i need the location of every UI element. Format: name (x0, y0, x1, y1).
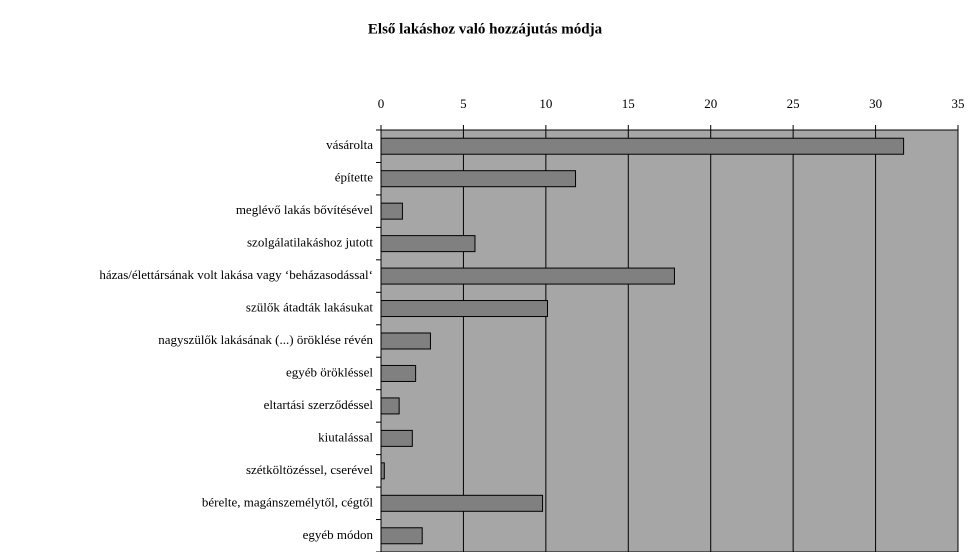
bar (380, 364, 417, 382)
y-tick-label: bérelte, magánszemélytől, cégtől (202, 494, 373, 509)
y-tick-label: egyéb örökléssel (286, 364, 373, 379)
chart-title: Első lakáshoz való hozzájutás módja (368, 21, 603, 37)
y-tick-label: szétköltözéssel, cserével (246, 462, 373, 477)
y-tick-label: kiutalással (318, 429, 373, 444)
bar (380, 527, 423, 545)
y-tick-label: szolgálatilakáshoz jutott (247, 235, 373, 250)
bar (380, 332, 431, 350)
bar (380, 494, 544, 512)
x-tick-label: 5 (460, 96, 467, 111)
plot-area (380, 129, 959, 552)
y-tick-label: eltartási szerződéssel (264, 397, 374, 412)
bar (380, 397, 400, 415)
y-tick-label: nagyszülők lakásának (...) öröklése révé… (158, 332, 373, 347)
y-tick-label: egyéb módon (303, 527, 374, 542)
x-tick-label: 20 (704, 96, 717, 111)
bar (380, 300, 549, 318)
x-tick-label: 25 (787, 96, 800, 111)
bar (380, 267, 675, 285)
y-tick-label: házas/élettársának volt lakása vagy ‘beh… (99, 267, 373, 282)
x-tick-label: 30 (869, 96, 882, 111)
y-tick-label: szülők átadták lakásukat (246, 300, 373, 315)
y-tick-label: vásárolta (326, 137, 373, 152)
x-tick-label: 35 (952, 96, 965, 111)
bar (380, 170, 577, 188)
x-tick-label: 10 (539, 96, 552, 111)
bar (380, 137, 905, 155)
y-tick-label: meglévő lakás bővítésével (236, 202, 374, 217)
bar (380, 202, 403, 220)
y-tick-label: építette (335, 170, 373, 185)
bar (380, 429, 413, 447)
x-tick-label: 0 (378, 96, 385, 111)
x-tick-label: 15 (622, 96, 635, 111)
bar (380, 235, 476, 253)
